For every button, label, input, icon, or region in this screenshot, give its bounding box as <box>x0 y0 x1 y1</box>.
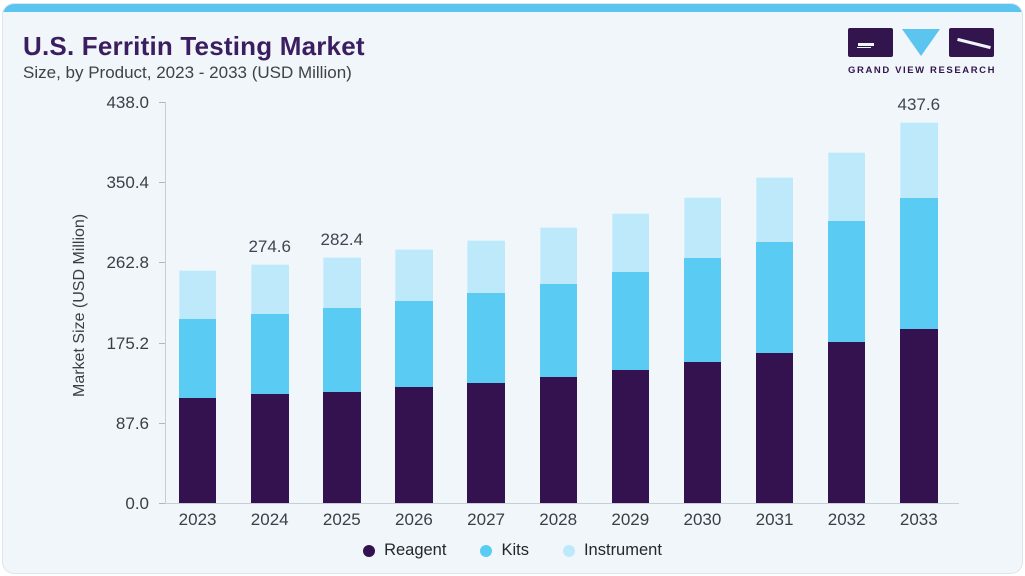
x-tick-label-2027: 2027 <box>467 510 505 529</box>
page-title: U.S. Ferritin Testing Market <box>23 31 365 61</box>
logo-v-triangle-icon <box>902 29 940 56</box>
gvr-logo: GRAND VIEW RESEARCH <box>848 28 997 76</box>
bar-segment-kits-2033[interactable] <box>900 198 938 329</box>
legend-swatch-reagent-icon <box>363 544 376 557</box>
x-tick-label-2026: 2026 <box>395 510 433 529</box>
x-tick-label-2023: 2023 <box>178 510 217 529</box>
bar-segment-reagent-2029[interactable] <box>611 370 650 503</box>
y-tick-mark <box>159 503 165 504</box>
bar-segment-kits-2030[interactable] <box>683 257 722 363</box>
x-tick-label-2031: 2031 <box>755 510 794 529</box>
x-axis-line <box>159 503 959 504</box>
bar-segment-instrument-2028[interactable] <box>539 226 577 284</box>
bar-segment-reagent-2028[interactable] <box>539 377 577 503</box>
logo-r-block <box>949 28 994 57</box>
x-tick-label-2030: 2030 <box>683 510 722 529</box>
bar-segment-reagent-2030[interactable] <box>683 362 722 503</box>
legend-label: Reagent <box>384 541 447 559</box>
bar-segment-instrument-2030[interactable] <box>683 196 722 258</box>
bar-segment-instrument-2031[interactable] <box>755 176 794 242</box>
legend-item-reagent[interactable]: Reagent <box>363 541 446 560</box>
y-tick-label: 175.2 <box>106 333 149 353</box>
gvr-logo-icon <box>848 28 994 58</box>
y-tick-label: 438.0 <box>106 93 149 112</box>
legend-label: Instrument <box>583 541 662 559</box>
brand-name: GRAND VIEW RESEARCH <box>848 65 997 76</box>
bar-segment-instrument-2024[interactable] <box>251 264 289 314</box>
bar-segment-kits-2032[interactable] <box>827 220 866 342</box>
bar-segment-reagent-2033[interactable] <box>900 329 938 503</box>
y-tick-mark <box>159 262 165 264</box>
top-accent-bar <box>3 4 1022 12</box>
y-tick-label: 87.6 <box>115 413 149 433</box>
page-subtitle: Size, by Product, 2023 - 2033 (USD Milli… <box>23 63 352 82</box>
y-tick-label: 262.8 <box>106 253 149 273</box>
bar-segment-kits-2025[interactable] <box>323 307 361 392</box>
bar-segment-kits-2023[interactable] <box>178 319 217 399</box>
x-tick-label-2032: 2032 <box>827 510 866 529</box>
logo-g-block <box>848 28 893 57</box>
bar-segment-reagent-2027[interactable] <box>467 383 505 503</box>
legend-item-instrument[interactable]: Instrument <box>562 541 662 560</box>
legend-label: Kits <box>501 541 529 559</box>
bar-segment-kits-2024[interactable] <box>251 314 289 394</box>
y-tick-label: 350.4 <box>106 173 149 193</box>
bar-segment-instrument-2032[interactable] <box>827 152 866 221</box>
bar-segment-instrument-2033[interactable] <box>900 122 938 198</box>
chart-card: U.S. Ferritin Testing Market Size, by Pr… <box>2 3 1023 574</box>
bar-segment-instrument-2026[interactable] <box>395 249 433 302</box>
bar-total-label-2033: 437.6 <box>897 95 941 115</box>
x-tick-label-2028: 2028 <box>539 510 578 529</box>
legend-swatch-instrument-icon <box>562 544 575 557</box>
bar-segment-reagent-2031[interactable] <box>755 353 794 503</box>
y-tick-mark <box>159 182 165 184</box>
bar-segment-instrument-2023[interactable] <box>178 270 217 319</box>
bar-segment-reagent-2023[interactable] <box>178 398 217 503</box>
y-axis-title: Market Size (USD Million) <box>71 213 88 397</box>
bar-segment-kits-2026[interactable] <box>395 301 433 388</box>
bar-segment-kits-2028[interactable] <box>539 284 577 378</box>
bar-segment-reagent-2026[interactable] <box>395 387 433 503</box>
legend-item-kits[interactable]: Kits <box>480 541 529 560</box>
bar-segment-reagent-2024[interactable] <box>251 394 289 503</box>
legend-swatch-kits-icon <box>480 544 493 557</box>
y-tick-mark <box>159 422 165 424</box>
x-tick-label-2025: 2025 <box>322 510 361 529</box>
y-axis-line <box>165 102 166 504</box>
bar-total-label-2025: 282.4 <box>320 230 364 250</box>
bar-segment-instrument-2029[interactable] <box>611 213 650 273</box>
x-tick-label-2024: 2024 <box>250 510 289 529</box>
bar-segment-instrument-2025[interactable] <box>323 257 361 308</box>
y-tick-label: 0.0 <box>125 494 149 513</box>
bar-segment-kits-2031[interactable] <box>755 241 794 354</box>
bar-segment-reagent-2025[interactable] <box>323 391 361 503</box>
y-tick-mark <box>159 342 165 344</box>
y-tick-mark <box>159 102 165 103</box>
bar-segment-reagent-2032[interactable] <box>827 341 866 503</box>
bar-segment-kits-2027[interactable] <box>467 293 505 384</box>
bar-segment-instrument-2027[interactable] <box>467 239 505 294</box>
x-tick-label-2033: 2033 <box>899 510 938 529</box>
bar-total-label-2024: 274.6 <box>248 236 291 256</box>
legend: Reagent Kits Instrument <box>3 541 1022 560</box>
x-tick-label-2029: 2029 <box>611 510 650 529</box>
bar-segment-kits-2029[interactable] <box>611 272 650 370</box>
